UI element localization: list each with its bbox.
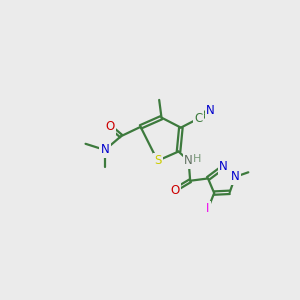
Text: N: N	[231, 170, 239, 183]
Text: N: N	[100, 143, 109, 157]
Text: I: I	[206, 202, 210, 215]
Text: O: O	[106, 120, 115, 134]
Text: N: N	[206, 104, 215, 117]
Text: H: H	[193, 154, 201, 164]
Text: N: N	[219, 160, 228, 173]
Text: S: S	[154, 154, 161, 167]
Text: N: N	[184, 154, 193, 167]
Text: C: C	[195, 112, 203, 125]
Text: O: O	[170, 184, 179, 196]
